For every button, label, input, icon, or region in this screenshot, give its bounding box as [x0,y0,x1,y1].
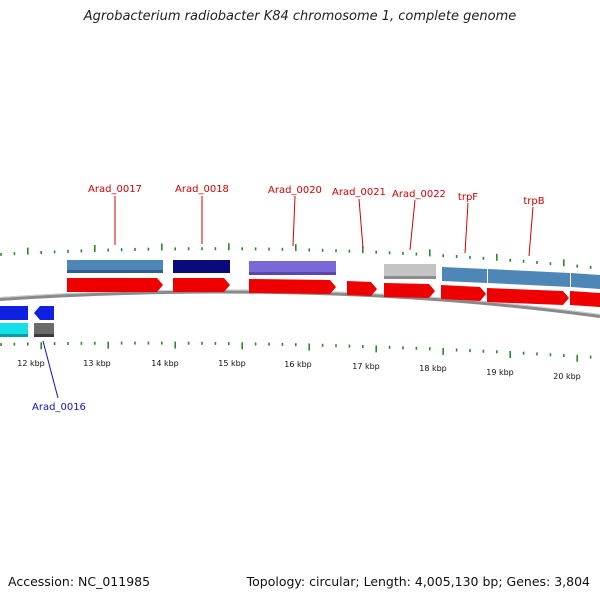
map-title: Agrobacterium radiobacter K84 chromosome… [83,9,517,24]
inner-tick-ring [0,341,592,362]
feature-bar-arad-0018 [173,260,230,273]
gene-label-arad-0017: Arad_0017 [88,184,142,195]
feature-bar-arad-0017 [67,260,163,272]
feature-bar-trpf [442,267,487,283]
gene-label-arad-0016: Arad_0016 [32,402,86,413]
cds-arrow-arad-0017 [67,278,163,292]
kbp-label: 19 kbp [486,368,514,377]
feature-bar-arad-0020 [249,261,336,274]
gene-label-trpf: trpF [458,192,478,203]
kbp-label: 16 kbp [284,360,312,369]
cds-arrow-trpf [441,285,486,301]
outer-tick-ring [0,243,592,269]
kbp-label: 20 kbp [553,372,581,381]
cds-arrow-arad-0021 [347,281,377,296]
feature-bar-arad-0022 [384,264,436,277]
kbp-label: 12 kbp [17,359,45,368]
reverse-cds-blue [0,306,28,320]
forward-cds-ring [67,278,600,307]
kbp-label: 14 kbp [151,359,179,368]
label-leader-arad-0016 [42,340,59,399]
kbp-scale-labels: 12 kbp 13 kbp 14 kbp 15 kbp 16 kbp 17 kb… [17,359,581,381]
cds-arrow-arad-0020 [249,279,336,294]
kbp-label: 13 kbp [83,359,111,368]
feature-bar-trpb [488,269,570,287]
kbp-label: 18 kbp [419,364,447,373]
gene-label-arad-0022: Arad_0022 [392,189,446,200]
reverse-cds-ring [0,306,54,337]
label-leaders [114,195,534,257]
topology-summary: Topology: circular; Length: 4,005,130 bp… [246,574,590,589]
feature-bar-ring [67,260,600,289]
gene-label-arad-0021: Arad_0021 [332,187,386,198]
gene-label-arad-0018: Arad_0018 [175,184,229,195]
reverse-feature-cyan [0,323,28,336]
reverse-feature-gray [34,323,54,336]
cds-arrow-trpb [487,288,569,305]
kbp-label: 17 kbp [352,362,380,371]
cds-arrow-arad-0018 [173,278,230,292]
gene-label-trpb: trpB [523,196,544,207]
cds-arrow-arad-0022 [384,283,435,298]
kbp-label: 15 kbp [218,359,246,368]
cds-arrow-arad-0016 [34,306,54,320]
gene-label-arad-0020: Arad_0020 [268,185,322,196]
accession-text: Accession: NC_011985 [8,574,151,589]
